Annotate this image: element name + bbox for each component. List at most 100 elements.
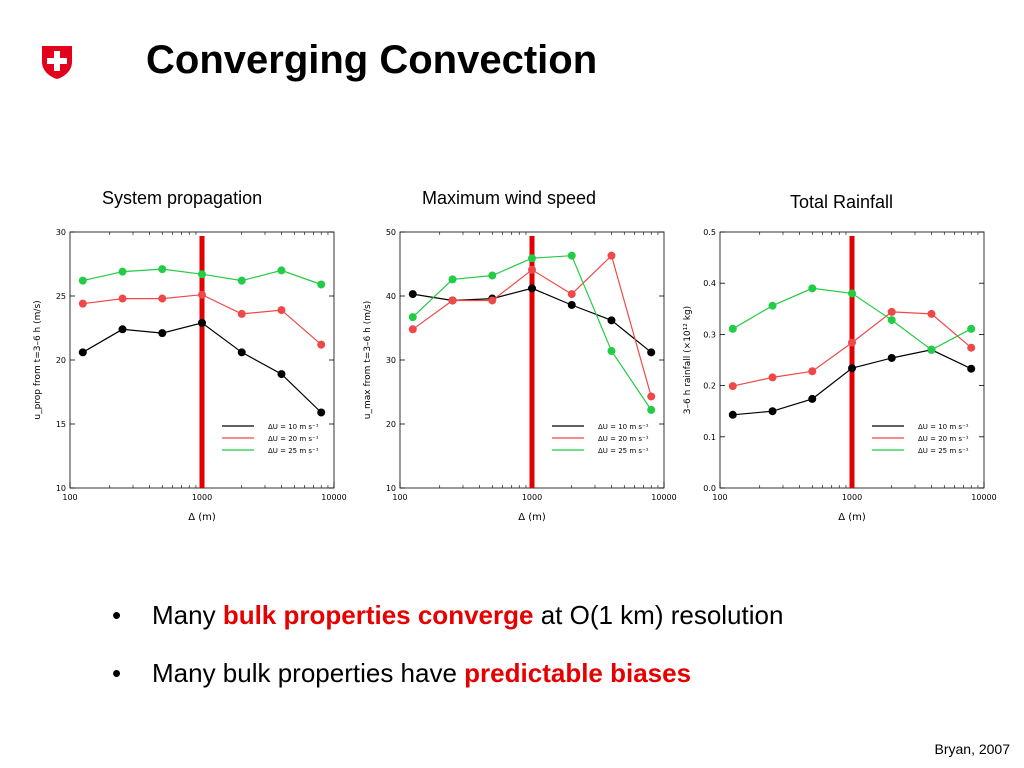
- data-point: [317, 408, 326, 417]
- data-point: [567, 290, 576, 299]
- legend-label: ΔU = 20 m s⁻¹: [268, 435, 319, 443]
- legend-label: ΔU = 20 m s⁻¹: [598, 435, 649, 443]
- y-tick-label: 0.3: [703, 330, 716, 339]
- data-point: [237, 276, 246, 285]
- data-point: [118, 325, 127, 334]
- legend-label: ΔU = 10 m s⁻¹: [598, 423, 649, 431]
- data-point: [808, 367, 817, 376]
- data-point: [198, 318, 206, 327]
- data-point: [448, 296, 457, 305]
- data-point: [647, 392, 656, 401]
- data-point: [967, 343, 976, 352]
- chart-title: Total Rainfall: [790, 192, 894, 212]
- cross-horizontal: [47, 58, 67, 64]
- data-point: [317, 340, 326, 349]
- bullet-dot-icon: •: [112, 600, 122, 630]
- data-point: [768, 301, 777, 310]
- y-tick-label: 30: [386, 356, 396, 365]
- legend-label: ΔU = 20 m s⁻¹: [918, 435, 969, 443]
- bullet-list: • Many bulk properties converge at O(1 k…: [112, 600, 783, 716]
- data-point: [277, 306, 286, 315]
- data-point: [528, 254, 536, 263]
- legend-label: ΔU = 10 m s⁻¹: [918, 423, 969, 431]
- data-point: [408, 325, 417, 334]
- data-point: [237, 348, 246, 357]
- data-point: [488, 296, 497, 305]
- data-point: [967, 324, 976, 333]
- data-point: [647, 348, 656, 357]
- data-point: [78, 348, 87, 357]
- chart-title: System propagation: [102, 188, 263, 208]
- data-point: [118, 294, 127, 303]
- y-tick-label: 25: [56, 292, 66, 301]
- bullet-item: • Many bulk properties converge at O(1 k…: [112, 600, 783, 658]
- data-point: [808, 394, 817, 403]
- y-axis-label: u_max from t=3–6 h (m/s): [363, 301, 373, 419]
- y-tick-label: 10: [386, 484, 396, 493]
- y-tick-label: 0.1: [703, 433, 716, 442]
- data-point: [887, 353, 896, 362]
- data-point: [237, 309, 246, 318]
- chart-svg: 10 15 20 25 30 100 1000 10000 Δ (m) u_prop from t…: [33, 228, 347, 523]
- bullet-highlight: predictable biases: [464, 658, 692, 688]
- slide-title: Converging Convection: [146, 38, 598, 82]
- x-axis-label: Δ (m): [838, 512, 866, 523]
- data-point: [768, 373, 777, 382]
- data-point: [848, 364, 856, 373]
- chart-svg: 10 20 30 40 50 100 1000 10000 Δ (m) u_max from t=…: [363, 228, 677, 523]
- data-point: [728, 382, 737, 391]
- data-point: [728, 324, 737, 333]
- chart-title: Maximum wind speed: [422, 188, 597, 208]
- y-tick-label: 30: [56, 228, 66, 237]
- y-tick-label: 15: [56, 420, 66, 429]
- data-point: [408, 313, 417, 322]
- data-point: [848, 338, 856, 347]
- y-tick-label: 20: [386, 420, 396, 429]
- y-tick-label: 40: [386, 292, 396, 301]
- data-point: [198, 270, 206, 279]
- legend-label: ΔU = 25 m s⁻¹: [268, 447, 319, 455]
- data-point: [198, 290, 206, 299]
- bullet-dot-icon: •: [112, 658, 122, 688]
- data-point: [607, 251, 616, 260]
- bullet-highlight: bulk properties converge: [222, 600, 534, 630]
- data-point: [728, 410, 737, 419]
- x-axis-label: Δ (m): [188, 512, 216, 523]
- data-point: [78, 299, 87, 308]
- x-tick-label: 100: [712, 493, 727, 502]
- y-tick-label: 0.0: [703, 484, 716, 493]
- data-point: [567, 251, 576, 260]
- data-point: [967, 364, 976, 373]
- x-tick-label: 1000: [842, 493, 862, 502]
- y-tick-label: 0.2: [703, 382, 716, 391]
- legend-label: ΔU = 25 m s⁻¹: [598, 447, 649, 455]
- data-point: [118, 267, 127, 276]
- data-point: [927, 345, 936, 354]
- data-point: [78, 276, 87, 285]
- swiss-cross-logo-icon: [42, 46, 72, 79]
- bullet-text-pre: Many bulk properties have: [152, 658, 465, 688]
- data-point: [408, 290, 417, 299]
- data-point: [887, 307, 896, 316]
- data-point: [768, 407, 777, 416]
- data-point: [887, 316, 896, 325]
- data-point: [277, 370, 286, 379]
- y-tick-label: 0.4: [703, 279, 716, 288]
- bullet-text-pre: Many: [152, 600, 223, 630]
- x-tick-label: 10000: [971, 493, 996, 502]
- data-point: [158, 329, 167, 338]
- legend-label: ΔU = 25 m s⁻¹: [918, 447, 969, 455]
- data-point: [607, 347, 616, 356]
- data-point: [448, 275, 457, 284]
- y-axis-label: 3–6 h rainfall (×10¹² kg): [683, 306, 693, 414]
- y-tick-label: 0.5: [703, 228, 716, 237]
- data-point: [528, 284, 536, 293]
- data-point: [277, 266, 286, 275]
- data-point: [808, 284, 817, 293]
- source-credit: Bryan, 2007: [934, 741, 1011, 757]
- data-point: [927, 309, 936, 318]
- y-tick-label: 50: [386, 228, 396, 237]
- data-point: [647, 405, 656, 414]
- legend-label: ΔU = 10 m s⁻¹: [268, 423, 319, 431]
- data-point: [528, 265, 536, 274]
